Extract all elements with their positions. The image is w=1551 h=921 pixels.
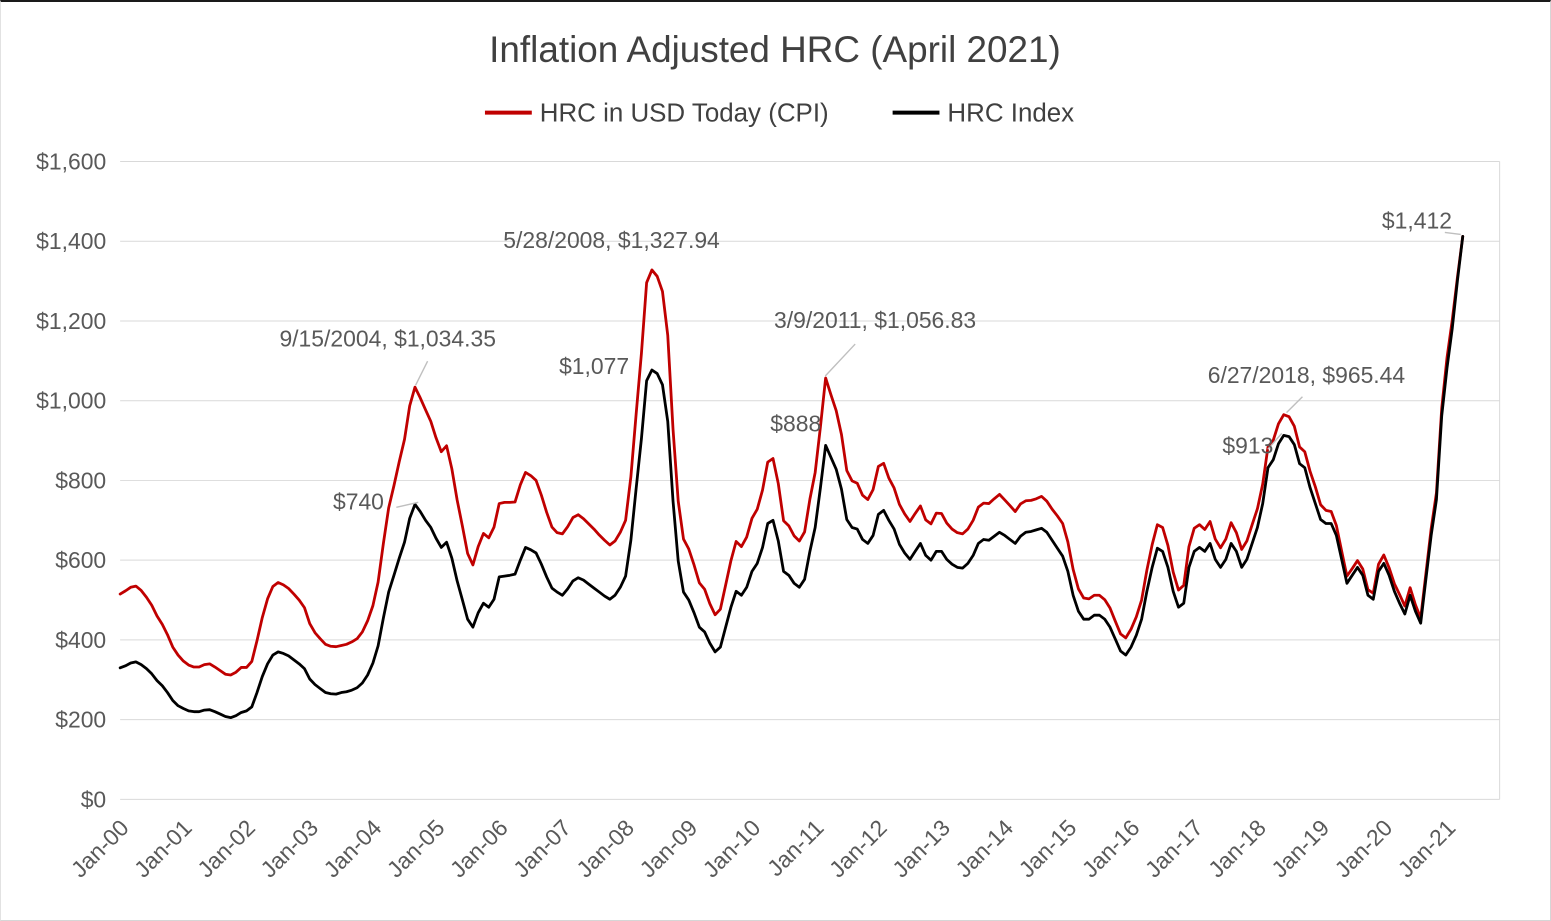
annotations: 9/15/2004, $1,034.35 $740 5/28/2008, $1,32… (279, 207, 1461, 514)
y-axis-label: $400 (55, 627, 106, 653)
legend: HRC in USD Today (CPI) HRC Index (484, 100, 1074, 128)
annotation-label: $740 (333, 488, 384, 514)
y-axis-label: $200 (55, 707, 106, 733)
legend-label-cpi: HRC in USD Today (CPI) (540, 100, 829, 128)
x-axis-label: Jan-03 (255, 814, 323, 882)
x-axis-label: Jan-08 (571, 814, 639, 882)
x-axis-label: Jan-20 (1329, 814, 1397, 882)
legend-label-index: HRC Index (947, 100, 1074, 128)
annotation-label: $888 (770, 410, 821, 436)
annotation-label: 9/15/2004, $1,034.35 (279, 325, 496, 351)
annotation-leader (396, 501, 419, 509)
x-axis-label: Jan-15 (1013, 814, 1081, 882)
series-hrc-usd-today-cpi (118, 235, 1465, 677)
x-axis-label: Jan-18 (1203, 814, 1271, 882)
x-axis-label: Jan-12 (824, 814, 892, 882)
annotation-leader (1267, 432, 1283, 450)
x-axis-label: Jan-02 (192, 814, 260, 882)
annotation-label: 3/9/2011, $1,056.83 (774, 307, 976, 333)
x-axis-label: Jan-11 (762, 814, 829, 881)
x-axis-label: Jan-19 (1266, 814, 1334, 882)
y-axis-label: $0 (81, 786, 106, 812)
axis-labels: $0 $200 $400 $600 $800 $1,000 $1,200 $1,400 $1,6… (36, 148, 1460, 882)
series-lines (118, 235, 1465, 720)
annotation-label: 5/28/2008, $1,327.94 (503, 227, 720, 253)
annotation-label: 6/27/2018, $965.44 (1208, 362, 1406, 388)
y-axis-label: $1,000 (36, 388, 106, 414)
series-hrc-index (118, 235, 1465, 720)
x-axis-label: Jan-13 (887, 814, 955, 882)
y-axis-label: $600 (55, 547, 106, 573)
y-axis-label: $800 (55, 467, 106, 493)
annotation-label: $1,412 (1382, 207, 1452, 233)
x-axis-label: Jan-14 (950, 814, 1018, 882)
chart-title: Inflation Adjusted HRC (April 2021) (489, 29, 1061, 70)
y-axis-label: $1,200 (36, 308, 106, 334)
x-axis-label: Jan-09 (634, 814, 702, 882)
annotation-label: $1,077 (559, 353, 629, 379)
x-axis-label: Jan-17 (1140, 814, 1208, 882)
x-axis-label: Jan-10 (698, 814, 766, 882)
x-axis-label: Jan-16 (1077, 814, 1145, 882)
gridlines (120, 160, 1501, 800)
y-axis-label: $1,400 (36, 228, 106, 254)
annotation-leader (415, 360, 429, 386)
x-axis-label: Jan-21 (1393, 814, 1461, 882)
annotation-leader (1444, 231, 1461, 236)
x-axis-label: Jan-01 (129, 814, 197, 882)
annotation-leader (1286, 396, 1303, 414)
x-axis-label: Jan-00 (66, 814, 134, 882)
y-axis-label: $1,600 (36, 148, 106, 174)
x-axis-label: Jan-05 (382, 814, 450, 882)
annotation-label: $913 (1222, 432, 1273, 458)
x-axis-label: Jan-04 (318, 814, 386, 882)
annotation-leader (824, 343, 856, 377)
x-axis-label: Jan-06 (445, 814, 513, 882)
x-axis-label: Jan-07 (508, 814, 576, 882)
